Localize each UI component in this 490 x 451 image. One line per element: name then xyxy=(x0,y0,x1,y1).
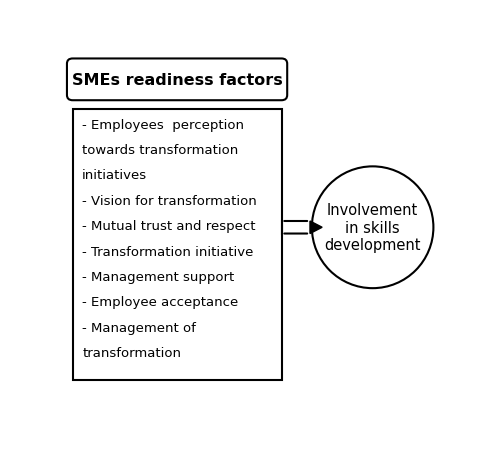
Text: SMEs readiness factors: SMEs readiness factors xyxy=(72,73,282,87)
Text: - Management of: - Management of xyxy=(82,321,196,334)
Ellipse shape xyxy=(312,167,433,289)
Text: Involvement
in skills
development: Involvement in skills development xyxy=(324,203,421,253)
Bar xyxy=(73,110,281,381)
Text: initiatives: initiatives xyxy=(82,169,147,182)
Polygon shape xyxy=(310,221,322,234)
Text: - Vision for transformation: - Vision for transformation xyxy=(82,194,257,207)
Text: - Employees  perception: - Employees perception xyxy=(82,118,244,131)
FancyBboxPatch shape xyxy=(67,60,287,101)
Text: transformation: transformation xyxy=(82,346,181,359)
Text: - Transformation initiative: - Transformation initiative xyxy=(82,245,253,258)
Text: - Mutual trust and respect: - Mutual trust and respect xyxy=(82,220,256,233)
Text: - Management support: - Management support xyxy=(82,271,234,283)
Text: towards transformation: towards transformation xyxy=(82,144,239,156)
Text: - Employee acceptance: - Employee acceptance xyxy=(82,296,239,309)
